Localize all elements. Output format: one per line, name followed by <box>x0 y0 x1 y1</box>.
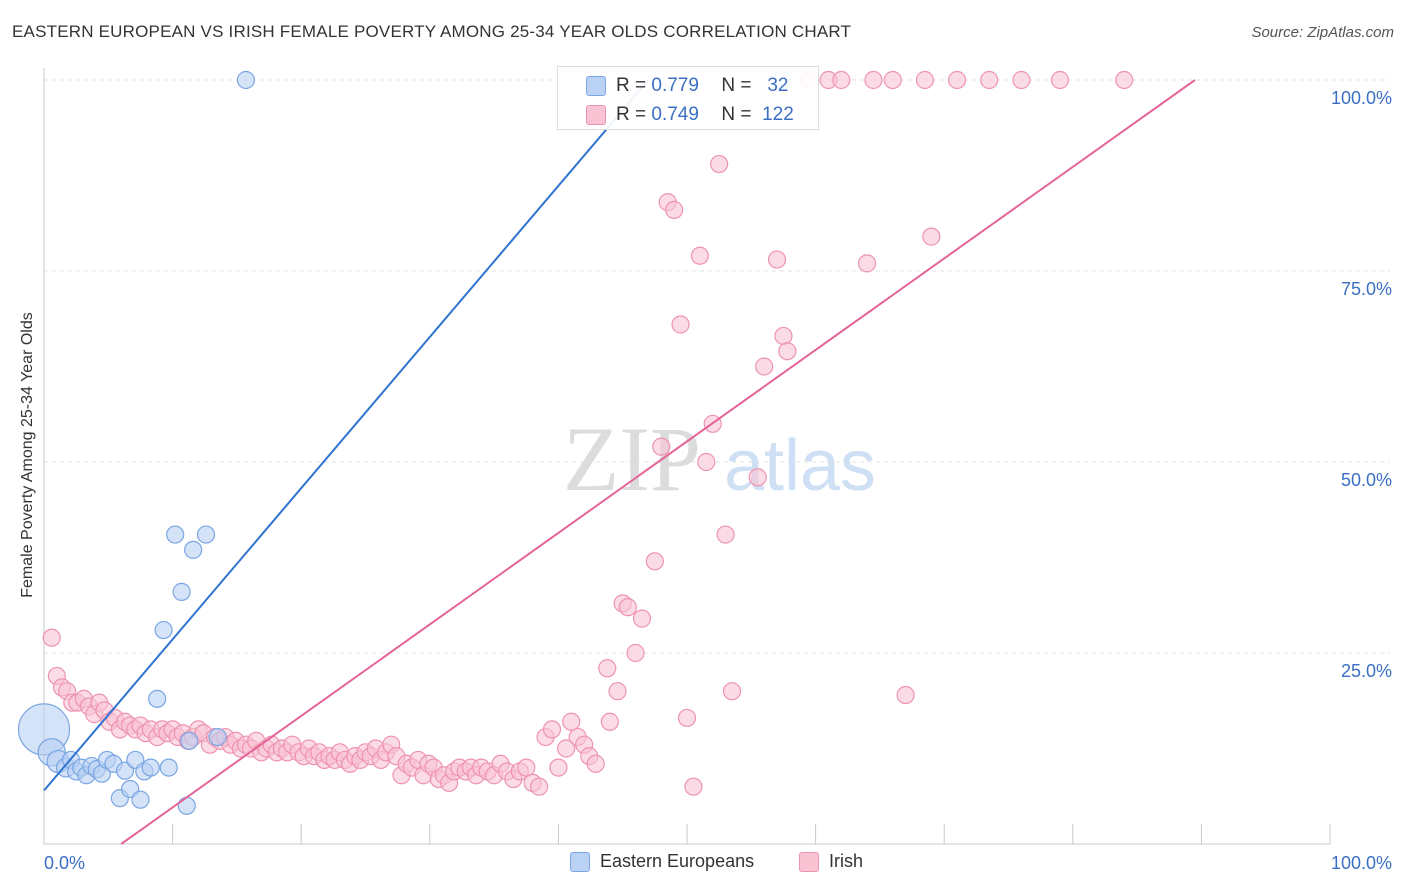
eastern-point <box>131 790 150 809</box>
legend-label-eastern: Eastern Europeans <box>600 851 755 871</box>
eastern-point <box>154 620 173 640</box>
trend-lines <box>43 79 1196 845</box>
eastern-point <box>166 525 185 544</box>
irish-n-value: 122 <box>762 104 794 125</box>
irish-point <box>915 70 935 90</box>
irish-point <box>748 468 767 487</box>
n-label: N = <box>721 75 752 96</box>
irish-point <box>716 525 735 544</box>
eastern-point <box>236 70 256 90</box>
irish-point <box>677 708 697 728</box>
irish-point <box>530 777 549 796</box>
irish-point <box>883 70 902 90</box>
eastern-point <box>196 525 216 544</box>
eastern-point <box>148 689 167 708</box>
x-tick-label: 0.0% <box>44 853 85 873</box>
eastern-point <box>180 731 199 750</box>
irish-point <box>549 758 568 777</box>
eastern-point <box>177 796 196 815</box>
tick-labels: 25.0% 50.0% 75.0% 100.0% 0.0% 100.0% <box>44 88 1392 873</box>
irish-point <box>1012 70 1031 90</box>
irish-point <box>778 342 797 361</box>
bottom-legend: Eastern Europeans Irish <box>0 851 1406 879</box>
y-tick-label: 25.0% <box>1341 661 1392 681</box>
irish-point <box>645 552 664 571</box>
y-tick-label: 75.0% <box>1341 279 1392 299</box>
blue-swatch <box>570 851 590 872</box>
x-tick-label: 100.0% <box>1331 853 1392 873</box>
irish-point <box>557 739 576 758</box>
irish-point <box>722 682 742 701</box>
chart-title: EASTERN EUROPEAN VS IRISH FEMALE POVERTY… <box>12 22 852 41</box>
pink-swatch <box>799 851 819 872</box>
eastern-point <box>208 727 227 747</box>
eastern-trend-line <box>43 79 650 792</box>
irish-point <box>600 712 619 731</box>
watermark-atlas: atlas <box>724 426 876 506</box>
irish-point <box>922 227 941 246</box>
irish-point <box>864 70 883 90</box>
axes <box>43 68 1331 845</box>
irish-point <box>774 326 793 346</box>
eastern-point <box>159 758 178 777</box>
irish-point <box>517 758 536 777</box>
irish-point <box>896 685 915 705</box>
stats-row-eastern: R = 0.779 N = 32 <box>558 71 788 101</box>
y-tick-label: 100.0% <box>1331 88 1392 108</box>
stats-row-irish: R = 0.749 N = 122 <box>558 100 794 130</box>
irish-point <box>832 70 851 90</box>
eastern-point <box>141 758 160 777</box>
legend-label-irish: Irish <box>829 851 864 871</box>
irish-point <box>671 315 690 334</box>
irish-point <box>690 246 709 265</box>
r-label: R = <box>616 104 647 125</box>
eastern-r-value: 0.779 <box>651 75 699 96</box>
irish-point <box>608 682 627 701</box>
eastern-point <box>184 540 203 559</box>
eastern-point <box>172 582 191 601</box>
irish-point <box>1115 70 1134 90</box>
irish-point <box>697 452 716 472</box>
irish-r-value: 0.749 <box>651 104 699 125</box>
source-label: Source: ZipAtlas.com <box>1251 24 1394 41</box>
irish-point <box>767 250 787 269</box>
irish-point <box>947 70 967 90</box>
irish-point <box>755 357 774 376</box>
irish-point <box>42 628 61 647</box>
n-label: N = <box>721 104 752 125</box>
blue-swatch <box>586 76 606 96</box>
irish-point <box>542 720 562 739</box>
irish-point <box>665 200 684 219</box>
irish-point <box>562 712 581 731</box>
irish-point <box>1050 70 1070 90</box>
irish-point <box>626 643 645 663</box>
irish-point <box>857 254 877 273</box>
gridlines <box>44 79 1390 654</box>
irish-point <box>598 659 617 678</box>
irish-point <box>710 154 729 174</box>
irish-point <box>684 777 703 796</box>
irish-trend-line <box>120 79 1196 845</box>
legend-item-eastern[interactable]: Eastern Europeans <box>570 851 754 872</box>
irish-point <box>652 437 671 456</box>
stats-legend: R = 0.779 N = 32 R = 0.749 N = 122 <box>557 66 819 130</box>
y-tick-label: 50.0% <box>1341 470 1392 490</box>
r-label: R = <box>616 75 647 96</box>
eastern-n-value: 32 <box>767 75 789 96</box>
pink-swatch <box>586 105 606 125</box>
irish-point <box>586 754 605 773</box>
irish-point <box>980 70 999 90</box>
legend-item-irish[interactable]: Irish <box>799 851 863 872</box>
irish-point <box>632 609 652 628</box>
irish-point <box>618 598 637 617</box>
watermark-zip: ZIP <box>563 408 701 510</box>
